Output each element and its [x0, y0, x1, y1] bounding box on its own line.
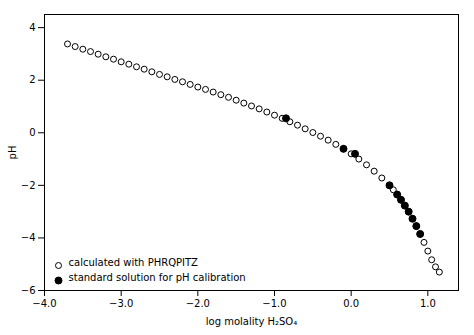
svg-text:−6: −6	[21, 285, 36, 296]
svg-text:1.0: 1.0	[420, 298, 436, 309]
svg-text:4: 4	[29, 22, 35, 33]
svg-text:2: 2	[29, 74, 35, 85]
svg-text:−3.0: −3.0	[109, 298, 133, 309]
svg-text:−2.0: −2.0	[186, 298, 210, 309]
svg-text:−1.0: −1.0	[262, 298, 286, 309]
svg-text:0.0: 0.0	[343, 298, 359, 309]
svg-text:standard solution for pH calib: standard solution for pH calibration	[69, 272, 246, 283]
svg-text:calculated with PHRQPITZ: calculated with PHRQPITZ	[69, 257, 199, 268]
svg-text:0: 0	[29, 127, 35, 138]
svg-text:−4: −4	[21, 232, 36, 243]
svg-text:pH: pH	[7, 146, 18, 160]
svg-text:−2: −2	[21, 180, 36, 191]
svg-text:−4.0: −4.0	[32, 298, 56, 309]
svg-text:log molality H₂SO₄: log molality H₂SO₄	[206, 316, 298, 327]
